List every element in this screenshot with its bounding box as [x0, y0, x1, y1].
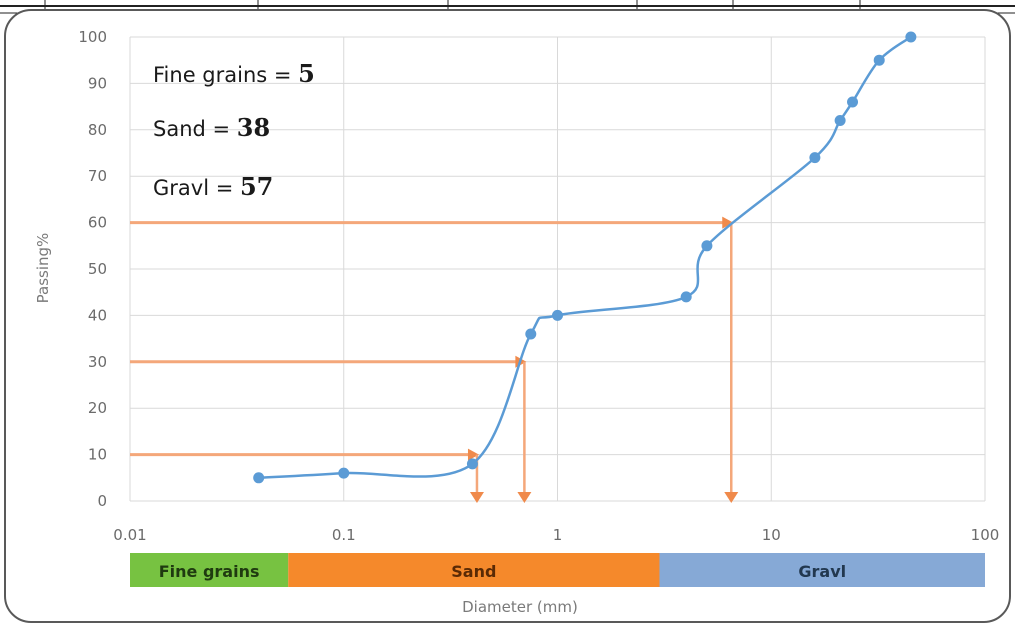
band-label: Sand [451, 562, 496, 581]
annotation-value: 57 [240, 172, 273, 201]
data-point [466, 458, 478, 470]
guide-arrow-down [517, 492, 532, 503]
y-axis-ticks: 0 10 20 30 40 50 60 70 80 90 100 [78, 28, 107, 510]
annotation-label: Fine grains = [153, 63, 298, 87]
x-tick-label: 0.01 [113, 526, 146, 544]
x-tick-label: 10 [762, 526, 781, 544]
band-label: Gravl [798, 562, 846, 581]
band-fine-grains [130, 553, 289, 587]
guide-arrow-down [724, 492, 739, 503]
y-tick-label: 40 [88, 306, 107, 324]
annotations: Fine grains = 5 Sand = 38 Gravl = 57 [153, 59, 315, 201]
data-point [834, 115, 846, 127]
soil-bands: Fine grains Sand Gravl [130, 553, 985, 587]
data-point [680, 291, 692, 303]
data-point [847, 96, 859, 108]
y-tick-label: 0 [97, 492, 107, 510]
guide-arrow-right [467, 448, 479, 461]
x-tick-label: 100 [971, 526, 1000, 544]
y-tick-label: 10 [88, 446, 107, 464]
annotation-label: Gravl = [153, 176, 240, 200]
y-tick-label: 50 [88, 260, 107, 278]
y-tick-label: 80 [88, 121, 107, 139]
data-point [701, 240, 713, 252]
data-point [873, 54, 885, 66]
guide-arrow-down [469, 492, 484, 503]
x-tick-label: 1 [553, 526, 563, 544]
data-point [905, 31, 917, 43]
annotation-2: Sand = 38 [153, 113, 270, 142]
x-axis-ticks: 0.01 0.1 1 10 100 [113, 526, 999, 544]
annotation-3: Gravl = 57 [153, 172, 273, 201]
y-tick-label: 90 [88, 74, 107, 92]
x-axis-title: Diameter (mm) [462, 598, 578, 616]
y-tick-label: 100 [78, 28, 107, 46]
y-tick-label: 20 [88, 399, 107, 417]
band-label: Fine grains [159, 562, 260, 581]
guide-lines [130, 216, 739, 503]
series-layer [253, 31, 917, 484]
annotation-1: Fine grains = 5 [153, 59, 315, 88]
data-point [253, 472, 265, 484]
annotation-value: 5 [298, 59, 315, 88]
data-point [338, 467, 350, 479]
annotation-value: 38 [237, 113, 270, 142]
band-gravl [659, 553, 985, 587]
data-point [809, 152, 821, 164]
y-tick-label: 60 [88, 214, 107, 232]
data-point [525, 328, 537, 340]
y-tick-label: 70 [88, 167, 107, 185]
chart-frame [4, 9, 1011, 623]
data-point [552, 309, 563, 321]
y-axis-title: Passing% [34, 233, 52, 304]
band-sand [288, 553, 660, 587]
guide-arrow-right [722, 216, 734, 229]
y-tick-label: 30 [88, 353, 107, 371]
x-tick-label: 0.1 [332, 526, 356, 544]
annotation-label: Sand = [153, 117, 237, 141]
